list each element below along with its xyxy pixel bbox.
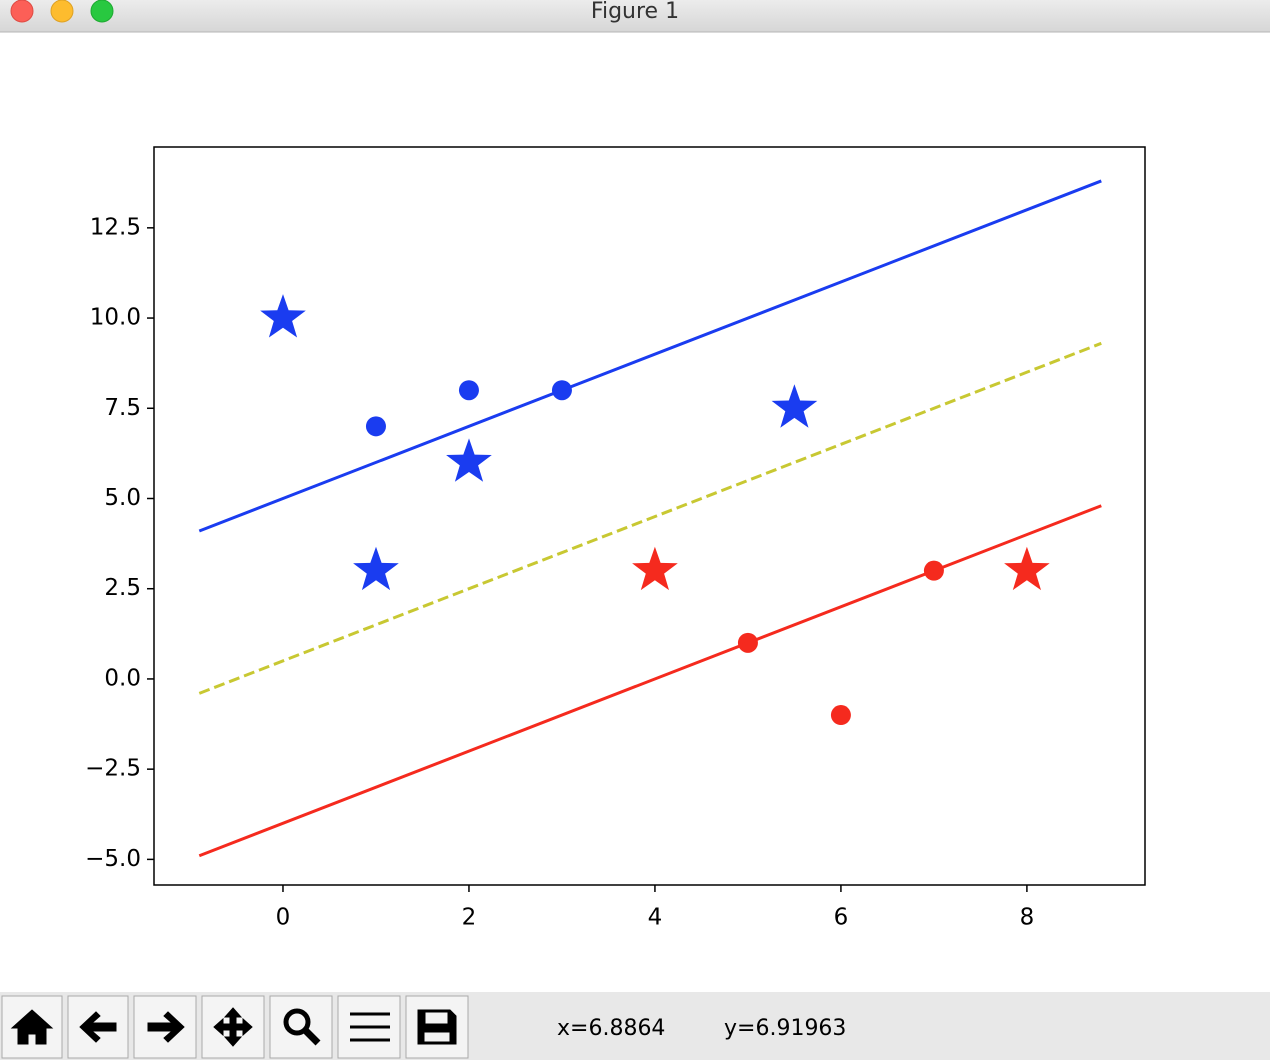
x-tick-label: 8 [1020, 905, 1035, 931]
home-icon [10, 1009, 54, 1045]
star-point [446, 438, 492, 482]
forward-icon [147, 1011, 185, 1043]
status-x: x=6.8864 [557, 1016, 665, 1041]
axes-frame [153, 146, 1146, 886]
star-point [260, 294, 306, 338]
circle-point [830, 705, 851, 726]
star-point [632, 546, 678, 591]
y-tick-label: −5.0 [85, 846, 141, 872]
close-button[interactable] [10, 0, 34, 23]
y-tick-label: 12.5 [90, 214, 141, 240]
y-tick-label: 0.0 [104, 665, 141, 691]
zoom-button[interactable] [90, 0, 114, 23]
circle-point [365, 416, 386, 437]
y-tick-label: 7.5 [104, 395, 141, 421]
zoom-icon [283, 1008, 311, 1036]
circle-point [458, 380, 479, 401]
status-y: y=6.91963 [724, 1016, 846, 1041]
window-title: Figure 1 [591, 0, 679, 24]
star-point [353, 546, 399, 591]
x-tick-label: 0 [276, 905, 291, 931]
minimize-button[interactable] [50, 0, 74, 23]
zoom-rect-button[interactable] [269, 995, 333, 1059]
star-point [771, 384, 818, 428]
y-tick-label: 2.5 [104, 575, 141, 601]
back-icon [79, 1011, 117, 1043]
line [198, 504, 1102, 858]
x-tick-label: 4 [648, 905, 663, 931]
x-tick-label: 2 [462, 905, 477, 931]
title-bar [0, 0, 1270, 32]
y-tick-label: 10.0 [90, 305, 141, 331]
configure-icon [350, 1012, 390, 1042]
star-point [1004, 546, 1050, 591]
zoom-icon-handle [302, 1027, 321, 1046]
line [198, 179, 1102, 533]
line [198, 341, 1102, 695]
toolbar-icons [10, 1007, 457, 1047]
y-tick-label: −2.5 [85, 756, 141, 782]
pan-icon [213, 1007, 253, 1047]
x-tick-label: 6 [834, 905, 849, 931]
forward-button[interactable] [133, 995, 197, 1059]
y-tick-label: 5.0 [104, 485, 141, 511]
save-icon [417, 1009, 457, 1045]
plot [198, 179, 1102, 858]
